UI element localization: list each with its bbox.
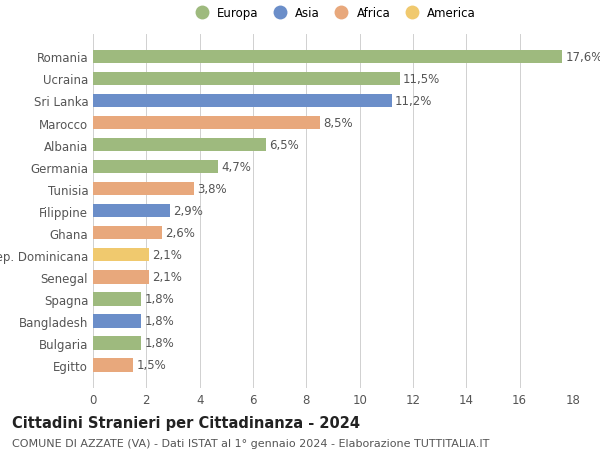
Bar <box>93 248 149 262</box>
Bar <box>93 73 400 86</box>
Text: 11,5%: 11,5% <box>403 73 440 86</box>
Text: 2,6%: 2,6% <box>166 227 196 240</box>
Bar <box>93 182 194 196</box>
Legend: Europa, Asia, Africa, America: Europa, Asia, Africa, America <box>185 3 481 25</box>
Text: 1,8%: 1,8% <box>144 314 174 328</box>
Text: 1,8%: 1,8% <box>144 336 174 349</box>
Text: Cittadini Stranieri per Cittadinanza - 2024: Cittadini Stranieri per Cittadinanza - 2… <box>12 415 360 431</box>
Text: 2,1%: 2,1% <box>152 271 182 284</box>
Bar <box>93 95 392 108</box>
Text: COMUNE DI AZZATE (VA) - Dati ISTAT al 1° gennaio 2024 - Elaborazione TUTTITALIA.: COMUNE DI AZZATE (VA) - Dati ISTAT al 1°… <box>12 438 490 448</box>
Text: 4,7%: 4,7% <box>221 161 251 174</box>
Bar <box>93 314 141 328</box>
Bar <box>93 160 218 174</box>
Bar <box>93 358 133 372</box>
Bar <box>93 117 320 130</box>
Text: 1,5%: 1,5% <box>136 358 166 371</box>
Bar <box>93 204 170 218</box>
Text: 11,2%: 11,2% <box>395 95 432 108</box>
Text: 17,6%: 17,6% <box>566 51 600 64</box>
Text: 1,8%: 1,8% <box>144 292 174 306</box>
Bar <box>93 226 163 240</box>
Bar <box>93 270 149 284</box>
Text: 2,1%: 2,1% <box>152 249 182 262</box>
Bar <box>93 50 562 64</box>
Bar <box>93 292 141 306</box>
Bar <box>93 139 266 152</box>
Text: 8,5%: 8,5% <box>323 117 352 130</box>
Bar <box>93 336 141 350</box>
Text: 6,5%: 6,5% <box>269 139 299 151</box>
Text: 3,8%: 3,8% <box>197 183 227 196</box>
Text: 2,9%: 2,9% <box>173 205 203 218</box>
